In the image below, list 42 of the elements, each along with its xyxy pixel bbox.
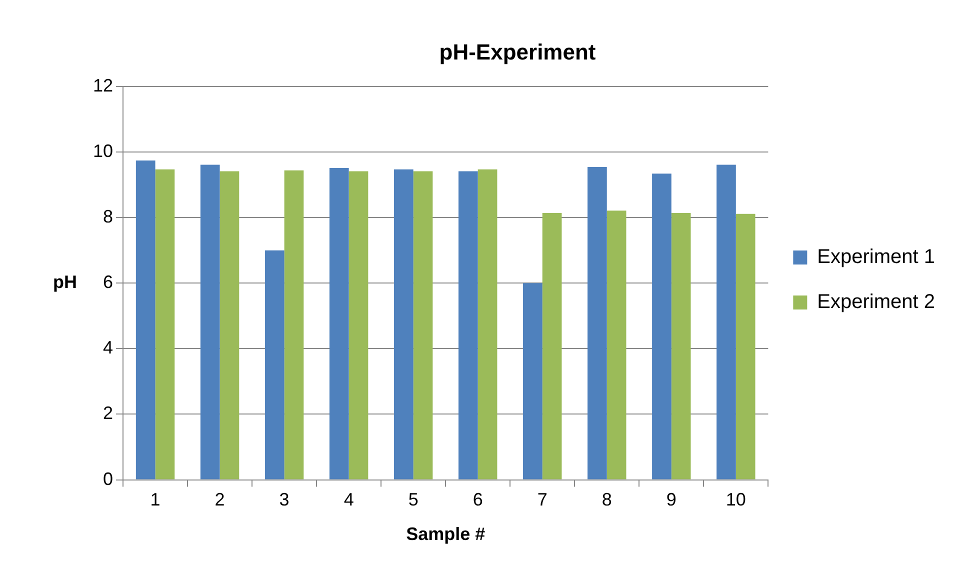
bar: [394, 169, 414, 480]
x-tick-label: 3: [279, 490, 290, 510]
chart-title: pH-Experiment: [439, 39, 596, 64]
bar: [329, 168, 349, 480]
bar: [478, 169, 498, 480]
bar: [348, 171, 368, 480]
bar: [264, 250, 284, 480]
x-tick-label: 8: [602, 490, 612, 510]
bar: [606, 210, 626, 480]
x-tick-label: 9: [666, 490, 676, 510]
bar: [588, 167, 607, 480]
bar: [736, 214, 756, 480]
legend-label: Experiment 2: [817, 291, 936, 314]
x-tick-label: 4: [344, 490, 354, 510]
y-tick-label: 6: [103, 272, 114, 292]
y-tick-label: 10: [92, 140, 114, 161]
y-tick-label: 12: [92, 75, 114, 96]
x-tick-label: 5: [408, 490, 418, 510]
bar: [413, 171, 433, 480]
x-axis-title: Sample #: [406, 524, 486, 544]
legend-label: Experiment 1: [817, 246, 936, 268]
x-tick-label: 10: [726, 490, 746, 510]
bar: [716, 164, 736, 480]
x-tick-label: 2: [214, 490, 225, 510]
bar: [652, 174, 672, 480]
bar: [200, 164, 220, 480]
y-tick-label: 8: [103, 206, 114, 226]
x-tick-label: 6: [472, 490, 483, 510]
bar: [671, 212, 691, 480]
y-tick-label: 4: [103, 338, 114, 358]
bar: [220, 171, 240, 480]
bar: [523, 283, 542, 480]
y-axis-title: pH: [53, 272, 77, 292]
bar: [136, 160, 156, 480]
bar: [155, 169, 175, 480]
bar: [284, 170, 304, 480]
x-tick-label: 7: [537, 490, 548, 510]
bar: [542, 212, 562, 480]
bar: [458, 171, 478, 480]
x-tick-label: 1: [150, 490, 160, 510]
y-tick-label: 2: [103, 403, 114, 424]
y-tick-label: 0: [103, 468, 114, 489]
